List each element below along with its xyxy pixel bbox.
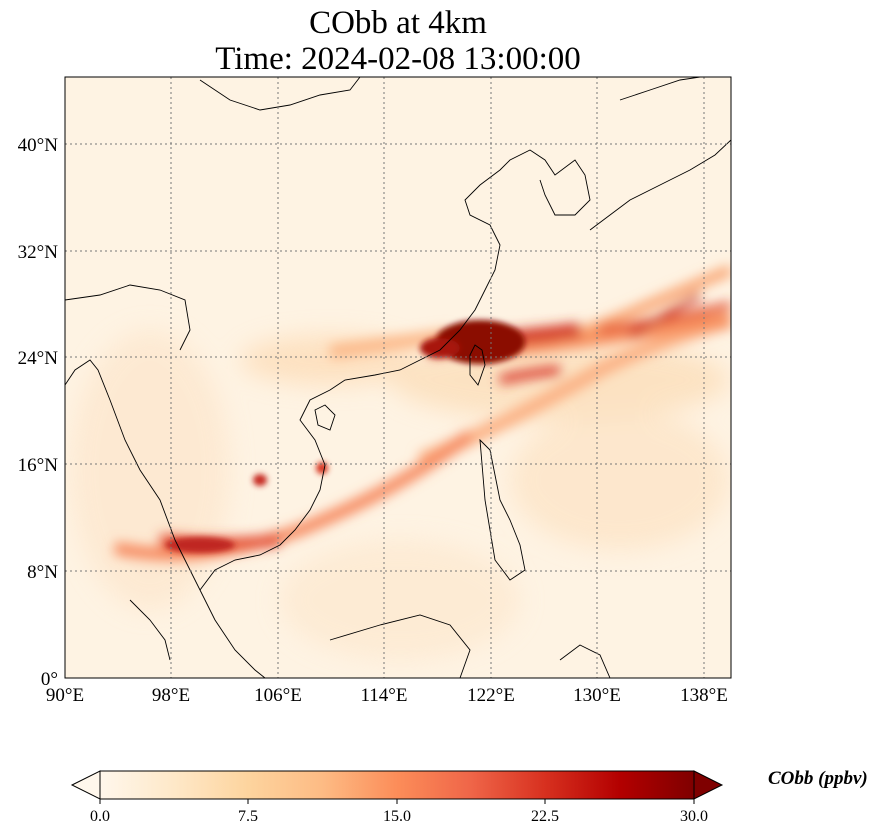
- x-tick-label: 122°E: [467, 685, 515, 706]
- x-tick-label: 114°E: [361, 685, 408, 706]
- y-axis-ticks: 0° 8°N 16°N 24°N 32°N 40°N: [18, 135, 59, 690]
- colorbar-tick-label: 15.0: [383, 808, 411, 825]
- colorbar-label: CObb (ppbv): [768, 768, 868, 789]
- map-subtitle-time: Time: 2024-02-08 13:00:00: [215, 41, 581, 77]
- y-tick-label: 8°N: [27, 562, 58, 583]
- colorbar-tick-label: 30.0: [680, 808, 708, 825]
- colorbar-tick-label: 7.5: [238, 808, 258, 825]
- colorbar-tick-label: 22.5: [531, 808, 559, 825]
- colorbar-tick-label: 0.0: [90, 808, 110, 825]
- colorbar-gradient: [99, 770, 695, 800]
- x-tick-label: 138°E: [680, 685, 728, 706]
- x-tick-label: 98°E: [152, 685, 190, 706]
- coastlines: [65, 77, 731, 678]
- colorbar-extend-max: [693, 770, 724, 800]
- colorbar-extend-min: [70, 770, 101, 800]
- y-tick-label: 0°: [41, 669, 58, 690]
- concentration-field: [65, 77, 731, 678]
- y-tick-label: 40°N: [18, 135, 59, 156]
- colorbar: 0.0 7.5 15.0 22.5 30.0: [70, 770, 724, 825]
- x-axis-ticks: 90°E 98°E 106°E 114°E 122°E 130°E 138°E: [46, 685, 728, 706]
- map-title: CObb at 4km: [309, 5, 487, 41]
- x-tick-label: 90°E: [46, 685, 84, 706]
- y-tick-label: 16°N: [18, 455, 59, 476]
- gridlines: [65, 77, 731, 678]
- y-tick-label: 24°N: [18, 348, 59, 369]
- x-tick-label: 106°E: [254, 685, 302, 706]
- map-frame: [64, 76, 732, 679]
- y-tick-label: 32°N: [18, 242, 59, 263]
- x-tick-label: 130°E: [573, 685, 621, 706]
